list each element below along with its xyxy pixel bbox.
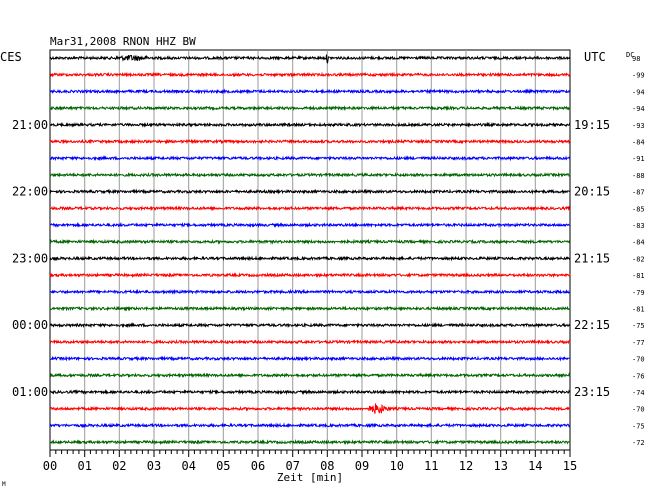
dc-offset-14: -79 [632,289,645,297]
dc-offset-18: -70 [632,356,645,364]
x-tick-label-3: 03 [147,459,161,473]
dc-offset-9: -85 [632,205,645,213]
trace-row-9 [49,205,571,212]
x-tick-label-7: 07 [285,459,299,473]
right-timezone-label: UTC [584,50,606,64]
right-time-label-4: 23:15 [574,385,610,399]
trace-row-20 [49,388,571,396]
trace-row-22 [49,422,571,429]
right-time-label-3: 22:15 [574,318,610,332]
x-tick-label-15: 15 [563,459,577,473]
trace-row-14 [49,288,571,295]
dc-offset-layer: 98 -99 -94 -94 -93 -84 -91 -88 -87 -85 -83 -84 -82 -8… [632,55,645,447]
dc-header-label: DC [626,51,634,59]
left-time-label-0: 21:00 [12,118,48,132]
left-time-label-4: 01:00 [12,385,48,399]
dc-offset-17: -77 [632,339,645,347]
dc-offset-5: -84 [632,139,645,147]
x-tick-label-13: 13 [493,459,507,473]
x-tick-label-1: 01 [77,459,91,473]
trace-row-19 [49,372,571,379]
grid-lines [84,50,536,450]
trace-row-15 [49,305,571,312]
dc-offset-7: -88 [632,172,645,180]
x-tick-label-12: 12 [459,459,473,473]
dc-offset-6: -91 [632,155,645,163]
dc-offset-16: -75 [632,322,645,330]
trace-row-17 [49,338,571,345]
trace-row-23 [49,438,571,446]
right-time-label-1: 20:15 [574,185,610,199]
left-time-label-3: 00:00 [12,318,48,332]
dc-offset-20: -74 [632,389,645,397]
x-tick-label-0: 00 [43,459,57,473]
x-tick-label-11: 11 [424,459,438,473]
trace-row-21 [49,403,571,414]
trace-row-5 [49,138,571,145]
dc-offset-1: -99 [632,72,645,80]
trace-row-11 [49,238,571,245]
left-time-label-1: 22:00 [12,185,48,199]
dc-offset-0: 98 [632,55,640,63]
dc-offset-15: -81 [632,306,645,314]
dc-offset-3: -94 [632,105,645,113]
x-tick-label-14: 14 [528,459,542,473]
trace-row-3 [49,105,571,112]
time-label-layer: 21:00 19:15 22:00 20:15 23:00 21:15 00:00 22:15… [12,118,610,399]
right-time-label-2: 21:15 [574,251,610,265]
dc-offset-13: -81 [632,272,645,280]
trace-row-18 [49,355,571,362]
left-timezone-label: CES [0,50,22,64]
trace-row-4 [49,121,571,128]
dc-offset-19: -76 [632,372,645,380]
chart-title: Mar31,2008 RNON HHZ BW [50,35,196,48]
trace-row-8 [49,188,571,195]
trace-row-2 [49,88,571,95]
x-tick-label-6: 06 [251,459,265,473]
x-tick-label-9: 09 [355,459,369,473]
dc-offset-11: -84 [632,239,645,247]
trace-row-1 [49,71,571,78]
trace-row-13 [49,271,571,279]
dc-offset-10: -83 [632,222,645,230]
x-axis: 00 01 02 03 04 05 06 07 08 09 10 11 12 13 14 15 [43,450,577,473]
trace-row-10 [49,221,571,229]
dc-offset-23: -72 [632,439,645,447]
trace-row-12 [49,255,571,262]
trace-row-6 [49,155,571,162]
dc-offset-12: -82 [632,255,645,263]
trace-layer [49,54,571,446]
x-tick-label-5: 05 [216,459,230,473]
x-tick-label-8: 08 [320,459,334,473]
dc-offset-2: -94 [632,88,645,96]
x-tick-label-10: 10 [389,459,403,473]
dc-offset-22: -75 [632,422,645,430]
dc-offset-4: -93 [632,122,645,130]
dc-offset-8: -87 [632,189,645,197]
x-tick-label-2: 02 [112,459,126,473]
trace-row-7 [49,171,571,178]
x-tick-label-4: 04 [181,459,195,473]
footer-mark: M [2,481,6,488]
trace-row-16 [49,322,571,329]
dc-offset-21: -70 [632,406,645,414]
right-time-label-0: 19:15 [574,118,610,132]
x-axis-title: Zeit [min] [277,471,343,484]
left-time-label-2: 23:00 [12,251,48,265]
trace-row-0 [49,54,571,64]
